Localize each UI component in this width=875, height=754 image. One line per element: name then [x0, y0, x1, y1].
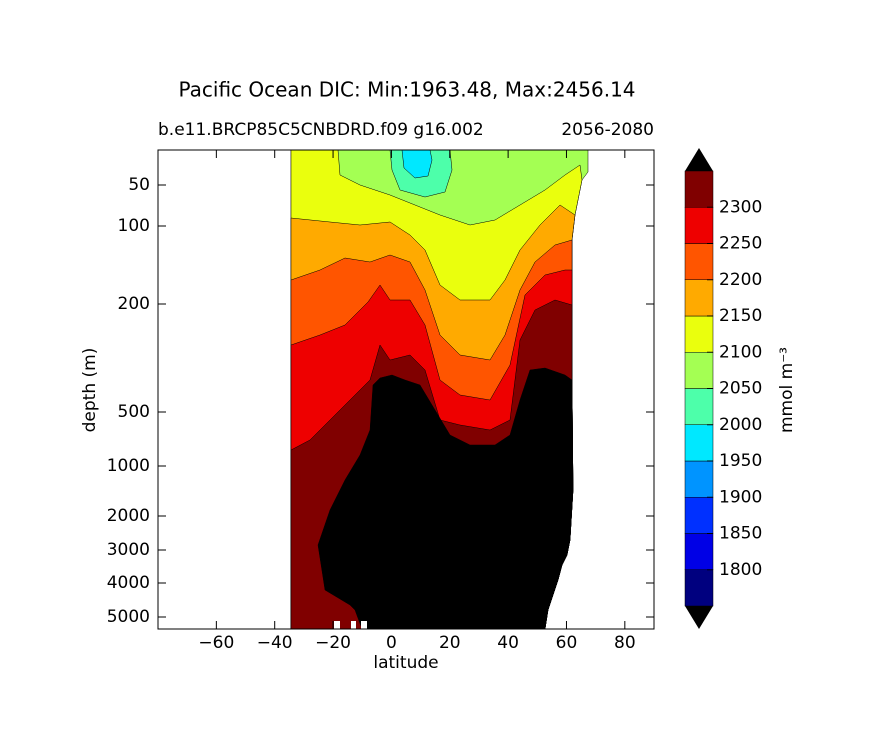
colorbar-swatch — [684, 207, 714, 244]
plot-frame — [157, 149, 655, 630]
colorbar-swatch — [684, 424, 714, 462]
x-axis-label: latitude — [373, 653, 438, 673]
colorbar-swatch — [684, 388, 714, 425]
x-tick-label: 20 — [439, 633, 461, 653]
y-tick-label: 2000 — [107, 506, 150, 526]
colorbar-tick-label: 2200 — [719, 270, 762, 290]
x-tick-label: −60 — [198, 633, 234, 653]
x-tick-label: 0 — [386, 633, 397, 653]
y-tick-label: 500 — [118, 402, 150, 422]
y-tick-label: 100 — [118, 216, 150, 236]
y-tick-label: 5000 — [107, 607, 150, 627]
y-tick-label: 50 — [128, 175, 150, 195]
x-tick-label: 60 — [556, 633, 578, 653]
chart-period: 2056-2080 — [561, 120, 654, 140]
colorbar-tick-label: 2150 — [719, 306, 762, 326]
x-tick-label: −40 — [257, 633, 293, 653]
colorbar-tick-label: 2100 — [719, 342, 762, 362]
colorbar-swatch — [684, 279, 714, 317]
colorbar-swatch — [684, 460, 714, 498]
colorbar-swatch — [684, 243, 714, 280]
colorbar-label: mmol m⁻³ — [777, 347, 797, 433]
colorbar-tick-label: 2250 — [719, 234, 762, 254]
contour-band — [317, 367, 574, 630]
x-tick-label: 80 — [614, 633, 636, 653]
colorbar-swatch — [684, 170, 714, 208]
chart-subtitle: b.e11.BRCP85C5CNBDRD.f09 g16.002 — [158, 120, 484, 140]
colorbar-tick-label: 1850 — [719, 524, 762, 544]
y-axis-label: depth (m) — [80, 348, 100, 433]
colorbar-swatch — [684, 497, 714, 534]
chart-title: Pacific Ocean DIC: Min:1963.48, Max:2456… — [178, 78, 635, 102]
colorbar-swatch — [684, 352, 714, 389]
colorbar-swatch — [684, 533, 714, 570]
colorbar-tick-label: 2000 — [719, 415, 762, 435]
land-gap — [361, 621, 367, 629]
land-gap — [351, 621, 356, 629]
y-tick-label: 200 — [118, 294, 150, 314]
colorbar-tick-label: 2300 — [719, 197, 762, 217]
y-tick-label: 1000 — [107, 456, 150, 476]
colorbar-tick-label: 1950 — [719, 451, 762, 471]
colorbar-tick-label: 2050 — [719, 379, 762, 399]
x-tick-label: −20 — [315, 633, 351, 653]
colorbar-swatch — [684, 315, 714, 353]
colorbar-tick-label: 1800 — [719, 560, 762, 580]
y-tick-label: 3000 — [107, 540, 150, 560]
colorbar-over — [685, 148, 713, 171]
x-tick-label: 40 — [497, 633, 519, 653]
colorbar-tick-label: 1900 — [719, 487, 762, 507]
land-gap — [334, 621, 340, 629]
colorbar-swatch — [684, 569, 714, 607]
colorbar-under — [685, 606, 713, 629]
y-tick-label: 4000 — [107, 573, 150, 593]
